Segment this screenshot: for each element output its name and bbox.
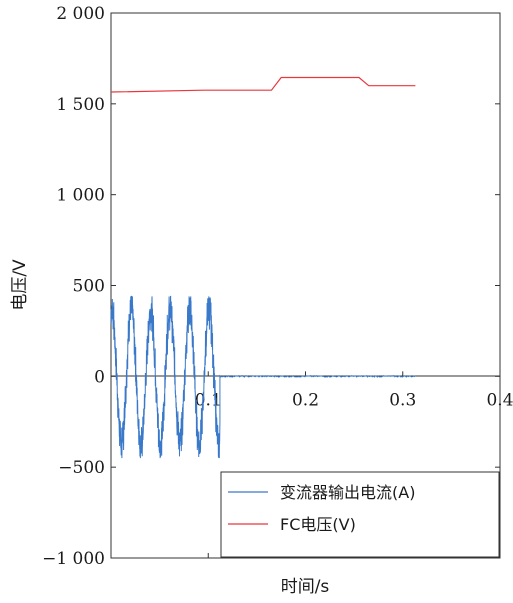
y-tick-label: 1 500 [56,95,105,115]
legend-label-current: 变流器输出电流(A) [280,483,415,502]
x-tick-label: 0.3 [389,390,416,410]
y-tick-label: 500 [73,277,105,297]
series-line-converter-current [110,295,416,459]
legend: 变流器输出电流(A) FC电压(V) [220,471,500,558]
series-layer [110,76,416,459]
y-tick-label: 1 000 [56,186,105,206]
legend-box [220,471,500,558]
x-tick-label: 0.2 [292,390,319,410]
x-axis-label: 时间/s [281,577,330,597]
y-axis-ticks: −1 000 −500 0 500 1 000 1 500 2 000 [42,4,500,569]
y-axis-label: 电压/V [10,259,30,311]
legend-label-fc-voltage: FC电压(V) [280,515,356,534]
y-tick-label: 2 000 [56,4,105,24]
y-tick-label: −500 [58,458,105,478]
x-tick-label: 0.1 [195,390,222,410]
x-tick-label: 0.4 [486,390,513,410]
y-tick-label: 0 [94,367,105,387]
y-tick-label: −1 000 [42,549,105,569]
series-line-fc-voltage [110,76,416,93]
